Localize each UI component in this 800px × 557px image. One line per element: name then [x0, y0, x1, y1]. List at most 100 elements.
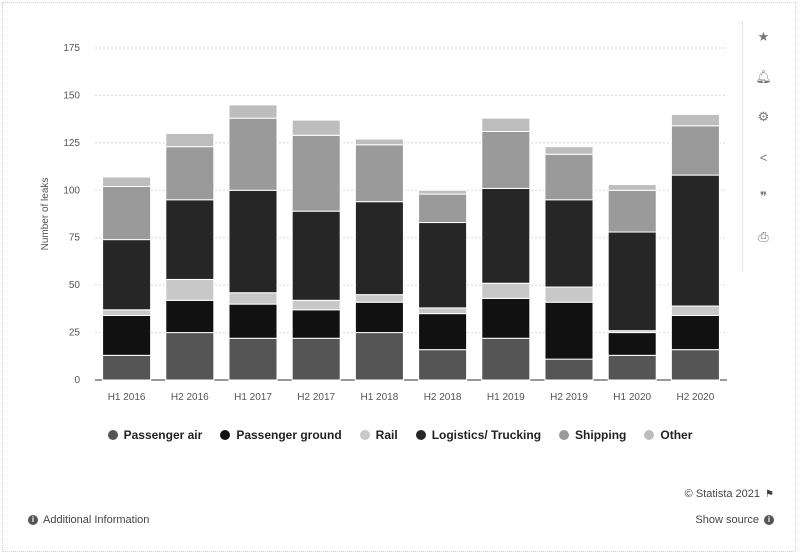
bar-segment-rail [228, 292, 278, 305]
bar-segment-shipping [102, 185, 152, 241]
legend-label: Passenger ground [236, 428, 342, 442]
legend-label: Logistics/ Trucking [431, 428, 542, 442]
additional-information-link[interactable]: i Additional Information [28, 514, 149, 526]
credit-text: © Statista 2021 [684, 488, 761, 500]
bar-segment-other [418, 189, 468, 195]
share-icon[interactable]: < [759, 149, 768, 165]
y-tick-label: 125 [63, 138, 80, 149]
bar-segment-passenger-ground [544, 301, 594, 360]
bar-segment-shipping [228, 117, 278, 191]
bar-segment-rail [481, 282, 531, 299]
bar-segment-shipping [544, 153, 594, 201]
flag-icon: ⚑ [765, 488, 774, 500]
legend-item[interactable]: Other [644, 428, 692, 442]
bar-segment-shipping [418, 193, 468, 224]
legend-swatch [220, 430, 231, 440]
print-icon[interactable]: ⎙ [758, 229, 769, 244]
info-icon: i [28, 515, 38, 525]
bar-segment-passenger-ground [607, 332, 657, 356]
show-source-link[interactable]: Show source i [695, 514, 774, 526]
additional-information-label: Additional Information [43, 514, 150, 526]
bar-segment-passenger-air [291, 337, 341, 381]
legend-swatch [415, 430, 426, 440]
bar-segment-passenger-ground [291, 309, 341, 339]
bar-segment-other [291, 119, 341, 136]
legend-item[interactable]: Passenger air [107, 428, 202, 442]
x-tick-label: H2 2019 [550, 392, 588, 403]
x-tick-label: H2 2016 [171, 392, 209, 403]
legend-label: Other [660, 428, 693, 442]
chart-toolbar: ★ 🔔︎ ⚙ < ❞ ⎙ [742, 22, 784, 272]
bar-segment-logistics-trucking [418, 222, 468, 309]
legend-swatch [359, 430, 370, 440]
y-tick-label: 25 [69, 328, 81, 339]
bar-segment-other [354, 138, 404, 146]
legend-item[interactable]: Passenger ground [220, 428, 342, 442]
gear-icon[interactable]: ⚙ [757, 109, 770, 124]
quote-icon[interactable]: ❞ [760, 189, 767, 204]
bar-segment-other [228, 104, 278, 119]
bar-segment-logistics-trucking [607, 231, 657, 332]
legend-swatch [559, 430, 570, 440]
bar-segment-rail [544, 286, 594, 303]
bar-segment-shipping [607, 189, 657, 233]
bar-segment-logistics-trucking [670, 174, 720, 307]
x-tick-label: H1 2019 [487, 392, 525, 403]
bar-segment-logistics-trucking [291, 210, 341, 301]
bar-segment-rail [670, 305, 720, 316]
legend-item[interactable]: Rail [359, 428, 398, 442]
show-source-label: Show source [695, 514, 759, 526]
bar-segment-passenger-ground [165, 299, 215, 334]
star-icon[interactable]: ★ [757, 29, 770, 44]
bar-segment-rail [418, 307, 468, 315]
bell-icon[interactable]: 🔔︎ [755, 69, 772, 84]
bar-segment-shipping [165, 146, 215, 201]
bar-segment-logistics-trucking [102, 239, 152, 311]
legend-label: Rail [375, 428, 398, 442]
legend: Passenger air Passenger ground Rail Logisti… [0, 428, 800, 442]
bar-segment-shipping [291, 134, 341, 212]
bar-segment-other [607, 184, 657, 191]
legend-item[interactable]: Shipping [559, 428, 626, 442]
bar-segment-passenger-air [607, 354, 657, 381]
bar-segment-logistics-trucking [228, 189, 278, 294]
legend-item[interactable]: Logistics/ Trucking [415, 428, 542, 442]
bar-segment-passenger-ground [418, 313, 468, 351]
bar-segment-rail [354, 294, 404, 303]
y-tick-label: 50 [69, 280, 81, 291]
bar-segment-passenger-air [481, 337, 531, 381]
bar-segment-rail [291, 299, 341, 311]
y-tick-label: 100 [63, 185, 80, 196]
source-info-icon: i [764, 515, 774, 525]
bar-segment-logistics-trucking [544, 199, 594, 288]
x-tick-label: H1 2018 [360, 392, 398, 403]
bar-segment-shipping [354, 144, 404, 203]
bar-segment-logistics-trucking [354, 201, 404, 296]
bar-segment-passenger-air [354, 332, 404, 381]
bar-segment-passenger-air [165, 332, 215, 381]
bar-segment-passenger-air [544, 358, 594, 381]
legend-swatch [644, 430, 655, 440]
bar-segment-logistics-trucking [481, 187, 531, 284]
y-tick-label: 150 [63, 90, 80, 101]
x-tick-label: H1 2016 [108, 392, 146, 403]
bar-segment-rail [102, 309, 152, 316]
bar-segment-passenger-air [418, 349, 468, 381]
bar-segment-logistics-trucking [165, 199, 215, 280]
legend-label: Shipping [575, 428, 627, 442]
y-tick-label: 75 [69, 233, 81, 244]
y-tick-label: 175 [63, 43, 80, 54]
bar-segment-other [481, 117, 531, 132]
statista-credit[interactable]: © Statista 2021 ⚑ [685, 488, 774, 500]
bar-segment-passenger-air [670, 349, 720, 381]
bar-segment-passenger-air [102, 354, 152, 381]
legend-swatch [107, 430, 118, 440]
x-tick-label: H2 2017 [297, 392, 335, 403]
x-tick-label: H1 2017 [234, 392, 272, 403]
x-tick-label: H2 2018 [424, 392, 462, 403]
y-tick-label: 0 [74, 375, 80, 386]
bar-segment-passenger-ground [354, 301, 404, 334]
y-axis-title: Number of leaks [40, 178, 51, 251]
bar-segment-shipping [481, 130, 531, 189]
